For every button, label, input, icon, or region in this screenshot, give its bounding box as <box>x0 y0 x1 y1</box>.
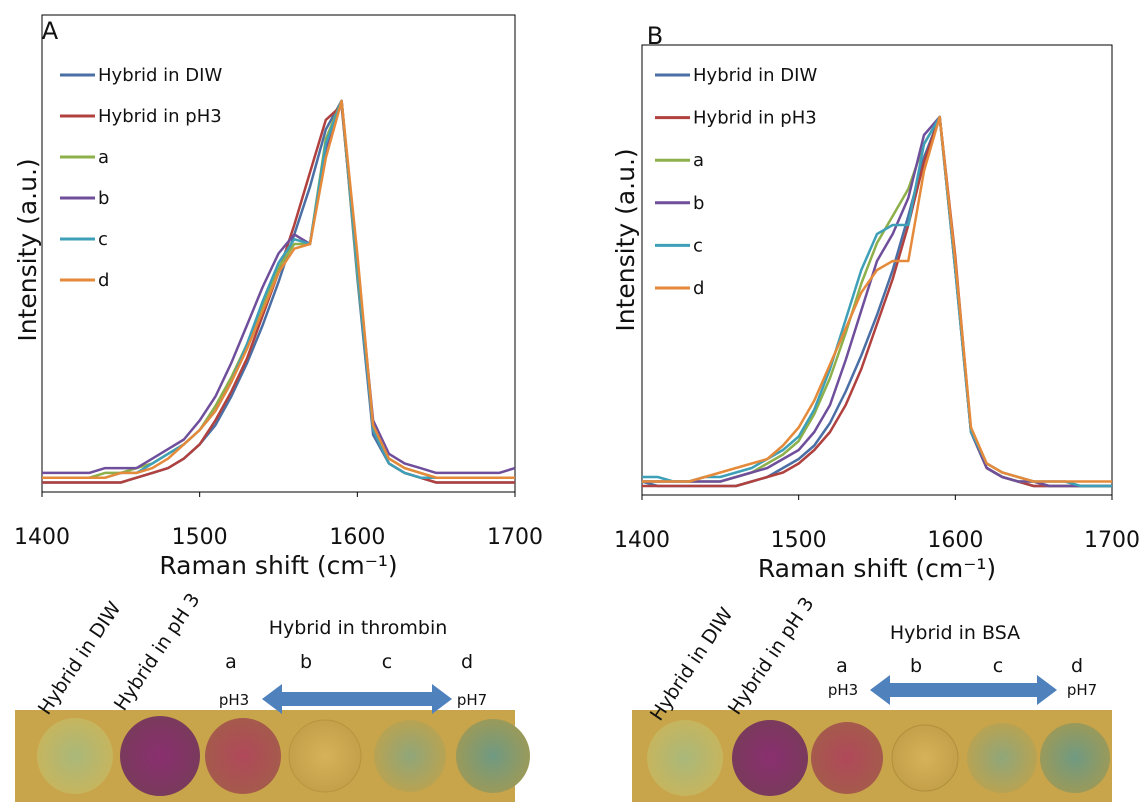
series-line <box>42 104 515 484</box>
series-line <box>42 99 516 475</box>
series-line <box>642 115 1112 488</box>
x-tick-label: 1700 <box>1084 528 1140 553</box>
y-axis-label: Intensity (a.u.) <box>13 158 42 341</box>
photo-strip <box>632 710 1112 802</box>
letter: c <box>382 651 392 673</box>
x-tick-label: 1600 <box>927 528 983 553</box>
legend-label: Hybrid in pH3 <box>98 106 222 127</box>
series-line <box>42 99 515 479</box>
plot-frame <box>41 14 516 493</box>
y-axis-label: Intensity (a.u.) <box>611 148 640 331</box>
x-axis-label: Raman shift (cm⁻¹) <box>159 551 397 580</box>
letter: a <box>836 655 848 677</box>
legend-label: c <box>98 229 108 250</box>
x-axis-label: Raman shift (cm⁻¹) <box>758 554 996 583</box>
letter: b <box>910 655 922 677</box>
series-line <box>42 99 515 479</box>
letter: c <box>993 655 1003 677</box>
legend-label: d <box>693 278 704 299</box>
x-tick-label: 1700 <box>487 525 543 550</box>
plot-frame <box>641 44 1113 496</box>
x-tick-label: 1500 <box>172 525 228 550</box>
series-line <box>641 115 1112 488</box>
legend-label: b <box>98 188 109 209</box>
x-tick-label: 1400 <box>614 528 670 553</box>
ph-label: pH3 <box>219 691 249 709</box>
series-line <box>642 115 1112 488</box>
letter: d <box>461 651 473 673</box>
photo-strip <box>15 710 530 802</box>
panel-label: B <box>647 22 663 50</box>
legend-label: Hybrid in DIW <box>693 65 817 86</box>
legend-label: a <box>693 150 704 171</box>
series-line <box>642 115 1112 488</box>
arrow <box>262 684 452 714</box>
series-line <box>642 115 1112 488</box>
series-line <box>42 99 515 484</box>
ph-label: pH7 <box>1067 681 1097 699</box>
letter: b <box>300 651 312 673</box>
x-tick-label: 1400 <box>14 525 70 550</box>
legend-label: Hybrid in DIW <box>98 65 222 86</box>
sample-label: Hybrid in pH 3 <box>724 593 819 719</box>
x-tick-label: 1500 <box>771 528 827 553</box>
arrow <box>870 675 1057 705</box>
group-label: Hybrid in thrombin <box>269 617 448 639</box>
group-label: Hybrid in BSA <box>890 622 1020 644</box>
series-line <box>642 115 1112 483</box>
legend-label: b <box>693 193 704 214</box>
legend-label: a <box>98 147 109 168</box>
legend-label: Hybrid in pH3 <box>693 108 817 129</box>
panel-label: A <box>42 17 59 45</box>
ph-label: pH3 <box>828 681 858 699</box>
ph-label: pH7 <box>457 691 487 709</box>
letter: a <box>225 651 237 673</box>
legend-label: c <box>693 235 703 256</box>
sample-label: Hybrid in pH 3 <box>110 589 205 715</box>
x-tick-label: 1600 <box>329 525 385 550</box>
series-line <box>42 99 515 479</box>
legend-label: d <box>98 270 109 291</box>
letter: d <box>1071 655 1083 677</box>
